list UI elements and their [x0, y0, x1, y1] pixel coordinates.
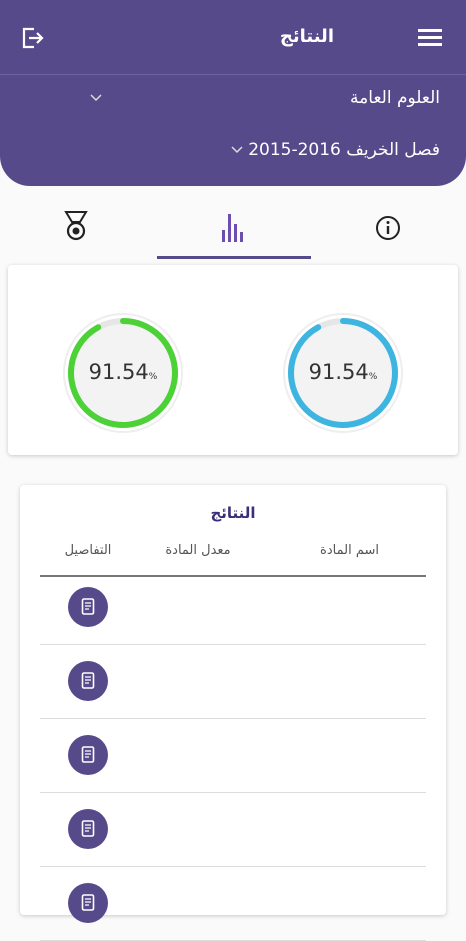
- gauge-arc: [288, 318, 398, 428]
- table-title: النتائج: [210, 504, 256, 522]
- results-tab[interactable]: [220, 212, 248, 244]
- details-button[interactable]: [68, 809, 108, 849]
- unit: %: [368, 372, 378, 382]
- chevron: [90, 94, 102, 102]
- column-header: معدل المادة: [165, 543, 231, 558]
- column-header: اسم المادة: [320, 543, 379, 558]
- dropdown-text: فصل الخريف 2016-2015: [248, 140, 440, 160]
- column-header: التفاصيل: [64, 543, 112, 558]
- chevron: [231, 146, 243, 154]
- header-line: [40, 575, 426, 577]
- row-divider: [40, 718, 426, 719]
- gauge: [283, 313, 403, 433]
- header: النتائج العلوم العامة فصل الخريف 2016-20…: [0, 0, 466, 186]
- gauge-value: 91.54%: [63, 360, 183, 384]
- subject-dropdown[interactable]: العلوم العامة: [350, 88, 440, 108]
- term-dropdown[interactable]: فصل الخريف 2016-2015: [230, 140, 440, 160]
- dropdown-text: العلوم العامة: [350, 88, 440, 108]
- gauge-value: 91.54%: [283, 360, 403, 384]
- details-button[interactable]: [68, 735, 108, 775]
- row-divider: [40, 792, 426, 793]
- medal-tab[interactable]: [62, 210, 90, 242]
- details-button[interactable]: [68, 883, 108, 923]
- menu-icon[interactable]: [418, 28, 442, 46]
- row-divider: [40, 644, 426, 645]
- header-title: النتائج: [279, 26, 334, 47]
- gauge: [63, 313, 183, 433]
- value: 91.54: [308, 360, 369, 384]
- tab-indicator: [157, 256, 311, 259]
- details-button[interactable]: [68, 587, 108, 627]
- unit: %: [148, 372, 158, 382]
- divider: [0, 74, 466, 75]
- gauge-arc: [68, 318, 178, 428]
- logout-icon[interactable]: [20, 26, 46, 50]
- value: 91.54: [88, 360, 149, 384]
- details-button[interactable]: [68, 661, 108, 701]
- info-tab[interactable]: [375, 215, 401, 241]
- row-divider: [40, 866, 426, 867]
